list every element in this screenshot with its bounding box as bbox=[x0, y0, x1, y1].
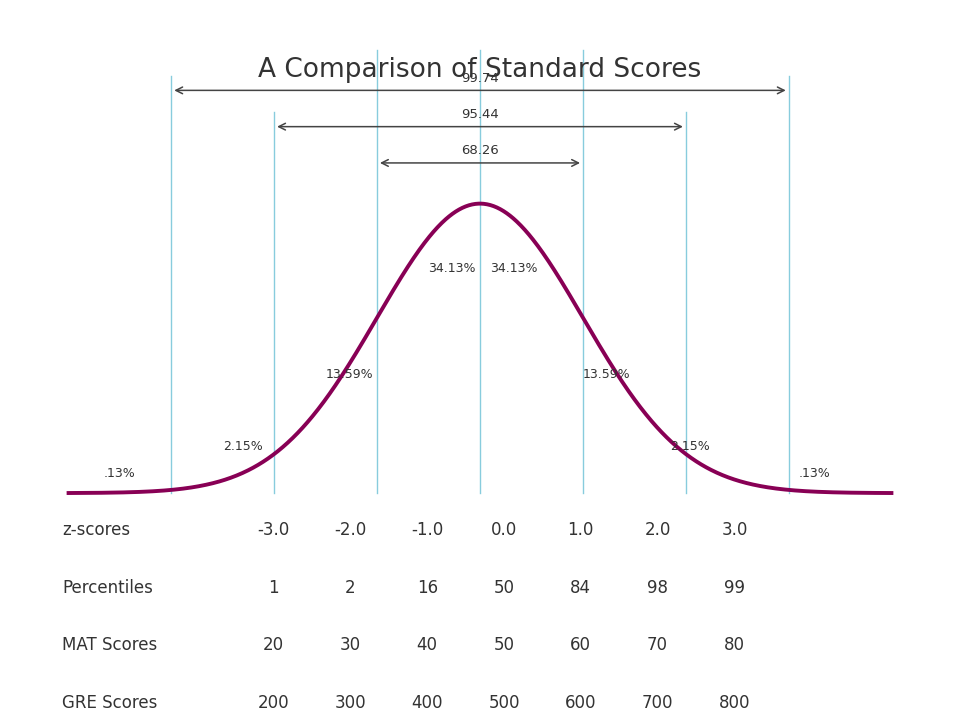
Text: 34.13%: 34.13% bbox=[428, 262, 476, 276]
Text: .13%: .13% bbox=[104, 467, 135, 480]
Text: 30: 30 bbox=[340, 636, 361, 654]
Text: .13%: .13% bbox=[799, 467, 830, 480]
Text: 3.0: 3.0 bbox=[721, 521, 748, 539]
Text: 600: 600 bbox=[565, 694, 596, 711]
Text: 13.59%: 13.59% bbox=[583, 368, 631, 381]
Text: 84: 84 bbox=[570, 579, 591, 596]
Text: 99: 99 bbox=[724, 579, 745, 596]
Text: 1.0: 1.0 bbox=[567, 521, 594, 539]
Text: Percentiles: Percentiles bbox=[62, 579, 154, 596]
Text: 800: 800 bbox=[719, 694, 750, 711]
Text: 700: 700 bbox=[642, 694, 673, 711]
Text: 50: 50 bbox=[493, 579, 515, 596]
Text: 400: 400 bbox=[412, 694, 443, 711]
Text: 20: 20 bbox=[263, 636, 284, 654]
Text: 2.15%: 2.15% bbox=[670, 440, 710, 453]
Text: 34.13%: 34.13% bbox=[491, 262, 538, 276]
Text: 1: 1 bbox=[268, 579, 279, 596]
Text: 300: 300 bbox=[335, 694, 366, 711]
Text: 40: 40 bbox=[417, 636, 438, 654]
Text: -1.0: -1.0 bbox=[411, 521, 444, 539]
Text: 95.44: 95.44 bbox=[461, 108, 499, 121]
Text: 98: 98 bbox=[647, 579, 668, 596]
Text: 500: 500 bbox=[489, 694, 519, 711]
Text: MAT Scores: MAT Scores bbox=[62, 636, 157, 654]
Text: 2.0: 2.0 bbox=[644, 521, 671, 539]
Text: 0.0: 0.0 bbox=[491, 521, 517, 539]
Text: 70: 70 bbox=[647, 636, 668, 654]
Text: 200: 200 bbox=[258, 694, 289, 711]
Text: z-scores: z-scores bbox=[62, 521, 131, 539]
Text: GRE Scores: GRE Scores bbox=[62, 694, 157, 711]
Text: -3.0: -3.0 bbox=[257, 521, 290, 539]
Text: 80: 80 bbox=[724, 636, 745, 654]
Text: 68.26: 68.26 bbox=[461, 144, 499, 157]
Text: 2.15%: 2.15% bbox=[223, 440, 263, 453]
Text: 16: 16 bbox=[417, 579, 438, 596]
Text: 60: 60 bbox=[570, 636, 591, 654]
Text: 13.59%: 13.59% bbox=[325, 368, 373, 381]
Text: 99.74: 99.74 bbox=[461, 71, 499, 84]
Text: A Comparison of Standard Scores: A Comparison of Standard Scores bbox=[258, 57, 702, 83]
Text: 50: 50 bbox=[493, 636, 515, 654]
Text: 2: 2 bbox=[345, 579, 356, 596]
Text: -2.0: -2.0 bbox=[334, 521, 367, 539]
